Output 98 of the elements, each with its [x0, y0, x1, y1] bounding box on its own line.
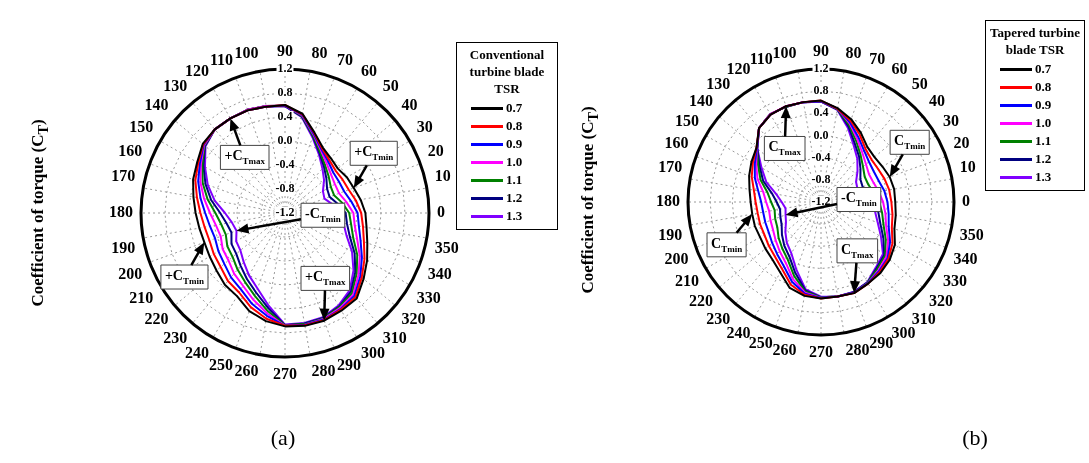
spoke-label: 80 [845, 43, 862, 61]
legend-title: Conventional turbine blade TSR [468, 46, 546, 97]
spoke-label: 320 [929, 292, 954, 310]
y-tick-label: 1.2 [813, 61, 829, 76]
y-tick-label: 1.2 [277, 61, 293, 76]
spoke-label: 250 [209, 355, 234, 373]
spoke-label: 260 [772, 340, 797, 358]
spoke-label: 310 [911, 309, 936, 327]
spoke-label: 270 [273, 364, 297, 382]
spoke-label: 10 [959, 158, 976, 176]
spoke-label: 70 [869, 50, 886, 68]
legend-label: 0.8 [1035, 79, 1052, 95]
spoke-label: 280 [845, 340, 870, 358]
spoke-label: 280 [311, 362, 336, 380]
spoke-label: 30 [416, 117, 433, 135]
legend-label: 0.8 [506, 118, 523, 134]
spoke-label: 140 [688, 91, 713, 109]
spoke-label: 240 [185, 344, 209, 362]
spoke-label: 210 [674, 272, 699, 290]
legend-label: 1.1 [1035, 133, 1052, 149]
spoke-label: 60 [361, 61, 377, 79]
spoke-label: 230 [706, 309, 731, 327]
legend-label: 0.7 [506, 100, 523, 116]
y-tick-label: -0.8 [275, 181, 295, 196]
spoke-label: 40 [929, 91, 946, 109]
legend-label: 0.9 [506, 136, 523, 152]
spoke-label: 300 [361, 344, 385, 362]
spoke-label: 0 [437, 203, 445, 221]
spoke-label: 340 [427, 264, 452, 282]
spoke-label: 20 [427, 141, 444, 159]
y-tick-label: 0.8 [277, 85, 293, 100]
spoke-label: 340 [953, 249, 978, 267]
spoke-label: 200 [118, 264, 143, 282]
spoke-label: 50 [911, 74, 928, 92]
spoke-label: 0 [962, 192, 970, 210]
spoke-label: 150 [674, 112, 699, 130]
spoke-label: 270 [809, 342, 833, 360]
legend-label: 1.2 [1035, 151, 1052, 167]
legend-label: 1.0 [1035, 115, 1052, 131]
spoke-label: 120 [185, 61, 209, 79]
spoke-label: 10 [434, 167, 451, 185]
spoke-label: 310 [382, 329, 407, 347]
spoke-label: 160 [664, 134, 689, 152]
y-tick-label: 0.4 [813, 105, 829, 120]
legend-label: 1.3 [1035, 169, 1052, 185]
spoke-label: 160 [118, 141, 143, 159]
spoke-label: 50 [382, 77, 399, 95]
text: (a) [270, 425, 296, 451]
spoke-label: 350 [434, 239, 459, 257]
y-tick-label: 0.0 [813, 127, 829, 142]
legend-title: Tapered turbine blade TSR [990, 24, 1080, 58]
spoke-label: 110 [749, 50, 773, 68]
spoke-label: 100 [234, 43, 259, 61]
spoke-label: 80 [311, 43, 328, 61]
spoke-label: 30 [943, 112, 960, 130]
spoke-label: 100 [772, 43, 797, 61]
spoke-label: 260 [234, 362, 259, 380]
y-tick-label: 0.4 [277, 109, 293, 124]
spoke-label: 330 [416, 288, 441, 306]
legend-label: 0.7 [1035, 61, 1052, 77]
legend-label: 1.2 [506, 190, 523, 206]
spoke-label: 140 [144, 95, 169, 113]
spoke-label: 170 [658, 158, 683, 176]
spoke-label: 290 [336, 355, 361, 373]
spoke-label: 150 [129, 117, 154, 135]
spoke-label: 180 [109, 203, 133, 221]
y-tick-label: -0.4 [275, 157, 295, 172]
legend-label: 1.0 [506, 154, 523, 170]
y-tick-label: -0.4 [811, 149, 831, 164]
spoke-label: 190 [111, 239, 136, 257]
spoke-label: 40 [401, 95, 418, 113]
y-tick-label: 0.8 [813, 83, 829, 98]
spoke-label: 350 [959, 226, 984, 244]
spoke-label: 190 [658, 226, 683, 244]
y-tick-label: -0.8 [811, 171, 831, 186]
spoke-label: 220 [144, 310, 169, 328]
y-tick-label: 0.0 [277, 133, 293, 148]
text: (b) [962, 425, 988, 451]
spoke-label: 230 [163, 329, 188, 347]
spoke-label: 170 [111, 167, 136, 185]
legend-label: 1.3 [506, 208, 523, 224]
spoke-label: 200 [664, 249, 689, 267]
spoke-label: 20 [953, 134, 970, 152]
spoke-label: 90 [813, 41, 829, 59]
legend-label: 1.1 [506, 172, 523, 188]
y-tick-label: -1.2 [275, 205, 295, 220]
y-tick-label: -1.2 [811, 194, 831, 209]
legend-label: 0.9 [1035, 97, 1052, 113]
spoke-label: 320 [401, 310, 426, 328]
spoke-label: 330 [943, 272, 968, 290]
spoke-label: 70 [336, 50, 353, 68]
spoke-label: 220 [688, 292, 713, 310]
spoke-label: 210 [129, 288, 154, 306]
spoke-label: 130 [163, 77, 188, 95]
spoke-label: 180 [656, 192, 680, 210]
spoke-label: 60 [891, 60, 908, 78]
spoke-label: 110 [209, 50, 234, 68]
spoke-label: 90 [277, 41, 293, 59]
